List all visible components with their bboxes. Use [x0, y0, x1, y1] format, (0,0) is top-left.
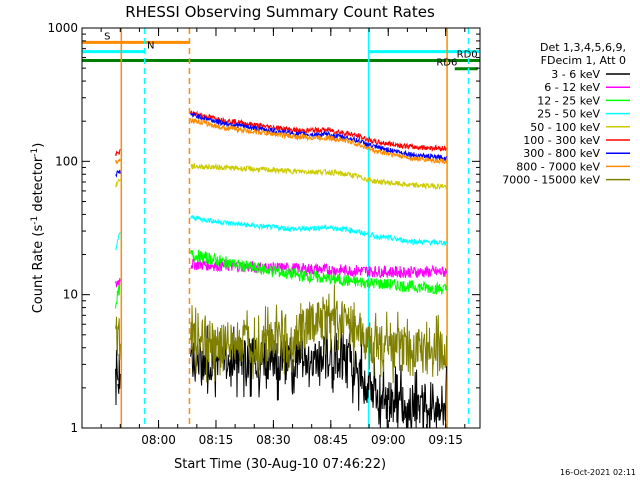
series-3-segment-0 [115, 232, 121, 251]
series-3 [115, 215, 447, 251]
y-tick-label-2: 100 [55, 154, 78, 168]
legend-label-7: 800 - 7000 keV [516, 160, 600, 173]
series-0 [115, 319, 447, 428]
legend-label-4: 50 - 100 keV [530, 121, 600, 134]
x-tick-label-4: 09:00 [371, 433, 406, 447]
series-0-segment-0 [115, 349, 119, 406]
series-8-segment-0 [115, 316, 121, 361]
series-7-segment-1 [190, 118, 447, 165]
legend: Det 1,3,4,5,6,9,FDecim 1, Att 03 - 6 keV… [502, 41, 630, 187]
series-5-segment-1 [190, 110, 447, 153]
y-tick-label-0: 1 [70, 421, 78, 435]
timestamp: 16-Oct-2021 02:11 [560, 468, 636, 477]
x-tick-label-5: 09:15 [428, 433, 463, 447]
y-tick-label-1: 10 [63, 288, 78, 302]
legend-label-8: 7000 - 15000 keV [502, 174, 600, 187]
series-2-segment-0 [115, 281, 121, 309]
legend-label-6: 300 - 800 keV [523, 147, 600, 160]
legend-header-0: Det 1,3,4,5,6,9, [540, 41, 626, 54]
series-4-segment-0 [115, 178, 121, 188]
legend-label-2: 12 - 25 keV [537, 94, 600, 107]
series-3-segment-1 [190, 215, 447, 248]
series-6-segment-0 [115, 169, 121, 178]
state-label-rd6: RD6 [436, 58, 457, 69]
x-tick-label-2: 08:30 [256, 433, 291, 447]
state-label-rd0: RD0 [457, 50, 478, 61]
series-5-segment-0 [115, 149, 121, 156]
legend-header-1: FDecim 1, Att 0 [541, 54, 626, 67]
x-tick-label-0: 08:00 [141, 433, 176, 447]
series-4 [115, 162, 447, 191]
x-tick-label-1: 08:15 [199, 433, 234, 447]
axis-ticks: 08:00 08:15 08:30 08:45 09:00 09:15 1 10 100 1000 [47, 21, 480, 447]
series-8-segment-1 [190, 284, 447, 384]
series-5 [115, 110, 447, 156]
x-tick-label-3: 08:45 [314, 433, 349, 447]
legend-label-1: 6 - 12 keV [544, 81, 600, 94]
y-tick-label-3: 1000 [47, 21, 78, 35]
legend-label-5: 100 - 300 keV [523, 134, 600, 147]
series-4-segment-1 [190, 162, 447, 191]
x-axis-label: Start Time (30-Aug-10 07:46:22) [174, 457, 386, 472]
series-7 [115, 118, 447, 165]
y-axis-label: Count Rate (s-1 detector-1) [30, 143, 46, 314]
legend-label-3: 25 - 50 keV [537, 108, 600, 121]
legend-label-0: 3 - 6 keV [551, 68, 600, 81]
state-label-s: S [104, 31, 110, 42]
series-2 [115, 248, 447, 309]
series-8 [115, 284, 447, 384]
state-label-n: N [147, 41, 154, 52]
series-0-segment-2 [190, 319, 447, 428]
plot-area [82, 28, 480, 428]
chart-title: RHESSI Observing Summary Count Rates [125, 3, 435, 21]
series-7-segment-0 [115, 158, 121, 165]
plot-frame [81, 27, 481, 429]
series-0-segment-1 [117, 353, 121, 394]
series-2-segment-1 [190, 248, 447, 295]
